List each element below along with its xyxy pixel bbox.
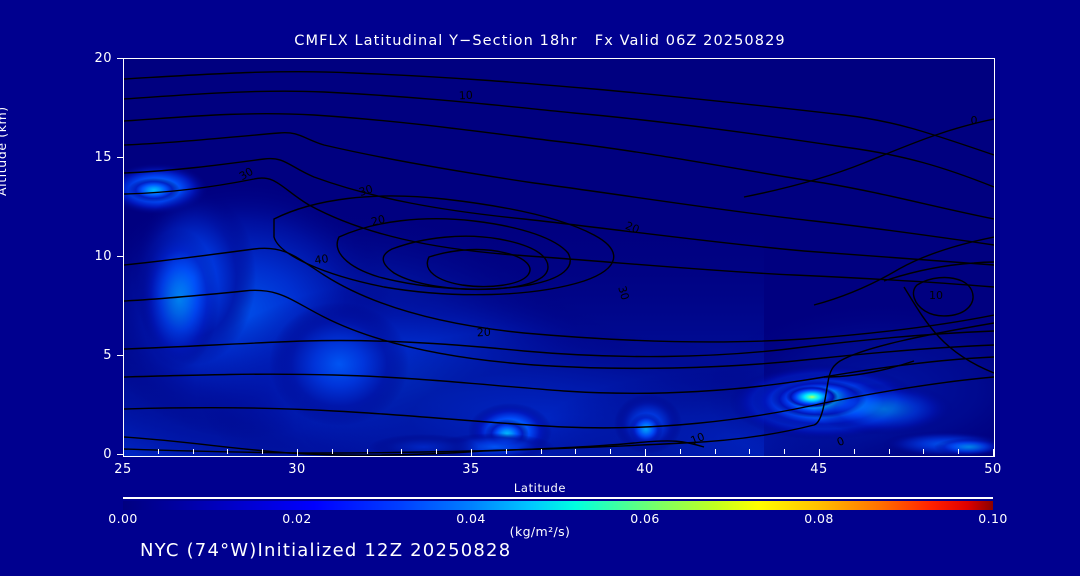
svg-text:30: 30 (357, 182, 374, 199)
x-tick-mark (331, 449, 333, 454)
x-tick-mark (436, 449, 438, 454)
colorbar-tick-label: 0.00 (108, 511, 138, 526)
x-tick-mark (853, 449, 855, 454)
colorbar-gradient (123, 501, 993, 510)
plot-area: 10 30 20 20 40 30 30 0 10 20 10 0 (123, 58, 995, 457)
x-tick-mark (401, 449, 403, 454)
x-tick-label: 40 (636, 462, 654, 477)
chart-title: CMFLX Latitudinal Y−Section 18hr Fx Vali… (294, 33, 786, 49)
x-tick-mark (540, 449, 542, 454)
x-tick-mark (262, 449, 264, 454)
colorbar-tick-label: 0.04 (456, 511, 486, 526)
x-tick-mark (575, 449, 577, 454)
x-tick-mark (366, 449, 368, 454)
x-tick-mark (784, 449, 786, 454)
x-tick-label: 25 (114, 462, 132, 477)
x-axis-label: Latitude (513, 481, 567, 495)
x-tick-label: 50 (984, 462, 1002, 477)
colorbar (123, 497, 993, 510)
colorbar-tick-label: 0.10 (978, 511, 1008, 526)
svg-text:30: 30 (237, 165, 256, 183)
colorbar-units-label: (kg/m²/s) (509, 524, 571, 539)
svg-text:20: 20 (623, 219, 641, 236)
x-tick-mark (749, 449, 751, 454)
svg-text:20: 20 (370, 213, 387, 229)
contour-overlay: 10 30 20 20 40 30 30 0 10 20 10 0 (124, 70, 994, 456)
svg-text:0: 0 (971, 114, 978, 127)
x-tick-mark (993, 449, 994, 456)
footer-caption: NYC (74°W)Initialized 12Z 20250828 (140, 540, 512, 561)
y-tick-label: 15 (94, 150, 112, 165)
x-tick-mark (645, 449, 646, 456)
y-tick-label: 20 (94, 51, 112, 66)
contour-label-group: 10 30 20 20 40 30 30 0 10 20 10 0 (237, 89, 978, 449)
x-tick-mark (297, 449, 298, 456)
x-tick-mark (123, 449, 124, 456)
x-tick-mark (471, 449, 472, 456)
svg-text:30: 30 (615, 285, 631, 302)
x-tick-mark (679, 449, 681, 454)
x-tick-label: 30 (288, 462, 306, 477)
svg-text:40: 40 (314, 252, 330, 267)
x-tick-mark (610, 449, 612, 454)
x-tick-mark (888, 449, 890, 454)
x-tick-mark (714, 449, 716, 454)
x-tick-mark (819, 449, 820, 456)
colorbar-tick-label: 0.08 (804, 511, 834, 526)
x-tick-mark (505, 449, 507, 454)
svg-text:10: 10 (458, 89, 473, 103)
colorbar-tick-label: 0.02 (282, 511, 312, 526)
svg-text:0: 0 (835, 434, 846, 449)
y-tick-label: 10 (94, 249, 112, 264)
x-tick-mark (923, 449, 925, 454)
colorbar-tick-label: 0.06 (630, 511, 660, 526)
x-tick-mark (192, 449, 194, 454)
y-tick-label: 0 (103, 447, 112, 462)
x-tick-label: 45 (810, 462, 828, 477)
x-tick-mark (227, 449, 229, 454)
svg-text:10: 10 (929, 289, 943, 302)
y-tick-label: 5 (103, 348, 112, 363)
x-tick-label: 35 (462, 462, 480, 477)
svg-text:10: 10 (689, 430, 707, 447)
x-tick-mark (157, 449, 159, 454)
x-tick-mark (958, 449, 960, 454)
y-axis-label: Altitude (km) (0, 106, 9, 196)
svg-text:20: 20 (476, 326, 491, 340)
